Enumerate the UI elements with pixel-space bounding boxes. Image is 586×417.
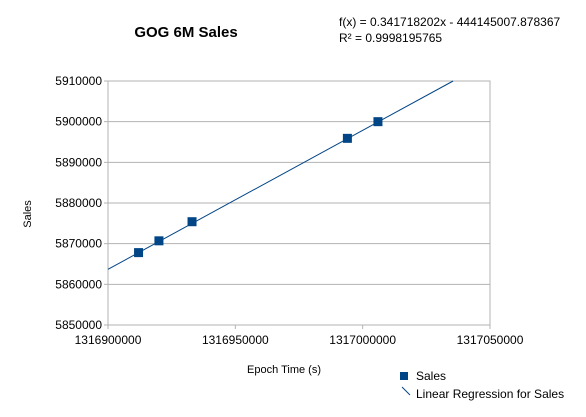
x-tick-label: 1316900000 — [75, 333, 142, 347]
legend-label-trendline: Linear Regression for Sales — [416, 387, 564, 401]
x-tick-label: 1317050000 — [457, 333, 524, 347]
chart-title: GOG 6M Sales — [134, 24, 237, 41]
y-tick-label: 5890000 — [55, 155, 102, 169]
regression-equation: f(x) = 0.341718202x - 444145007.878367 — [339, 15, 561, 29]
y-tick-label: 5870000 — [55, 237, 102, 251]
data-point — [154, 236, 164, 246]
trendline — [107, 80, 454, 270]
regression-r-squared: R² = 0.9998195765 — [339, 31, 442, 45]
y-axis-ticks: 5850000 5860000 5870000 5880000 5890000 59000… — [55, 74, 108, 332]
y-tick-label: 5880000 — [55, 196, 102, 210]
x-tick-label: 1317000000 — [329, 333, 396, 347]
x-tick-label: 1316950000 — [202, 333, 269, 347]
y-axis-label: Sales — [22, 200, 34, 228]
y-tick-label: 5900000 — [55, 115, 102, 129]
x-axis-label: Epoch Time (s) — [247, 364, 321, 376]
legend-label-sales: Sales — [416, 369, 446, 383]
data-point — [187, 217, 197, 227]
data-point — [134, 248, 144, 258]
legend-marker-sales — [400, 372, 408, 380]
data-points — [134, 117, 383, 258]
data-point — [373, 117, 383, 127]
gridlines — [108, 80, 490, 326]
y-tick-label: 5850000 — [55, 318, 102, 332]
legend-marker-trendline — [401, 386, 411, 396]
x-axis-ticks: 1316900000 1316950000 1317000000 1317050000 — [75, 325, 524, 347]
legend: Sales Linear Regression for Sales — [400, 369, 564, 401]
y-tick-label: 5860000 — [55, 277, 102, 291]
trendline-layer — [107, 80, 454, 270]
data-point — [342, 133, 352, 143]
y-tick-label: 5910000 — [55, 74, 102, 88]
